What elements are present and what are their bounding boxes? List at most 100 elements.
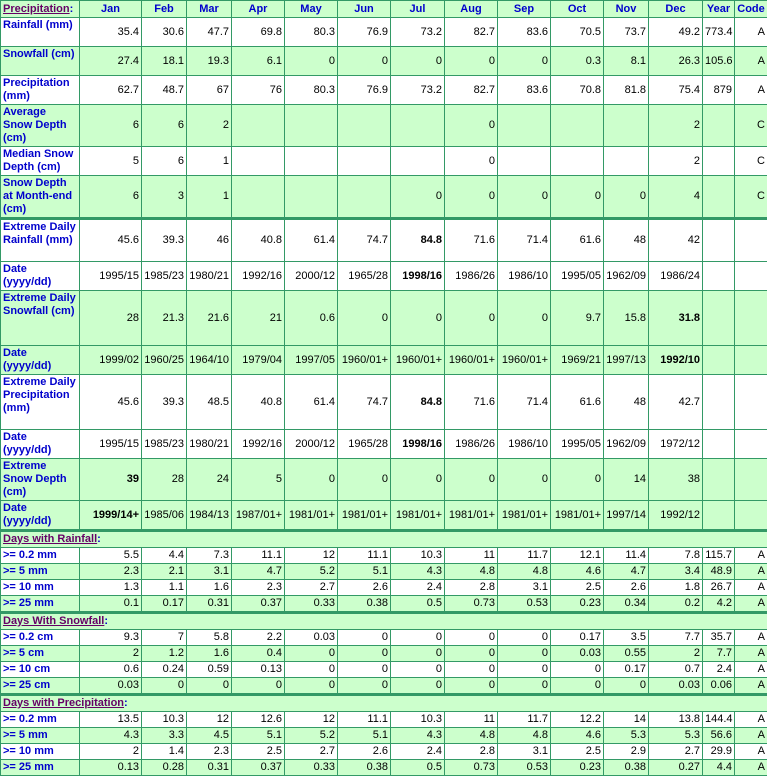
table-cell: 82.7 xyxy=(445,76,498,105)
table-cell: 2 xyxy=(187,105,232,147)
table-cell: A xyxy=(735,630,767,646)
table-cell: 40.8 xyxy=(232,375,285,430)
table-cell: 7.7 xyxy=(703,646,735,662)
table-cell xyxy=(735,291,767,346)
table-cell xyxy=(338,147,391,176)
table-cell: 61.6 xyxy=(551,219,604,262)
table-cell: 6 xyxy=(142,147,187,176)
table-cell: 0.5 xyxy=(391,596,445,613)
table-cell xyxy=(232,105,285,147)
table-cell: 0 xyxy=(445,678,498,695)
table-cell xyxy=(735,459,767,501)
section-title: Days with Precipitation: xyxy=(1,695,767,712)
table-cell: 4.6 xyxy=(551,564,604,580)
table-cell: 4.3 xyxy=(391,728,445,744)
table-cell xyxy=(735,375,767,430)
table-cell: 39 xyxy=(80,459,142,501)
table-cell: 1981/01+ xyxy=(391,501,445,531)
table-cell: 0 xyxy=(338,678,391,695)
table-cell: 1980/21 xyxy=(187,262,232,291)
table-cell: A xyxy=(735,662,767,678)
table-cell: 7.7 xyxy=(649,630,703,646)
table-cell: 67 xyxy=(187,76,232,105)
table-cell: 5.2 xyxy=(285,564,338,580)
table-cell: 80.3 xyxy=(285,76,338,105)
table-cell: 5.8 xyxy=(187,630,232,646)
section-link[interactable]: Days with Precipitation xyxy=(3,697,124,709)
table-cell: 0.33 xyxy=(285,596,338,613)
section-header: Precipitation: xyxy=(1,1,80,18)
table-cell: 0.13 xyxy=(232,662,285,678)
table-cell: 4.3 xyxy=(391,564,445,580)
table-cell: 82.7 xyxy=(445,18,498,47)
table-cell: 28 xyxy=(142,459,187,501)
table-cell: 0.3 xyxy=(551,47,604,76)
column-header-aug: Aug xyxy=(445,1,498,18)
section-link[interactable]: Days with Rainfall xyxy=(3,533,97,545)
column-header-dec: Dec xyxy=(649,1,703,18)
table-cell: A xyxy=(735,744,767,760)
table-cell: 5.5 xyxy=(80,548,142,564)
table-cell: C xyxy=(735,105,767,147)
table-cell: A xyxy=(735,728,767,744)
table-cell: 73.2 xyxy=(391,76,445,105)
table-cell: 2.5 xyxy=(232,744,285,760)
row-label: Extreme Snow Depth (cm) xyxy=(1,459,80,501)
row-label: Extreme Daily Snowfall (cm) xyxy=(1,291,80,346)
table-cell: 30.6 xyxy=(142,18,187,47)
table-cell: 0.6 xyxy=(285,291,338,346)
table-cell: 1960/01+ xyxy=(498,346,551,375)
table-cell: 0 xyxy=(187,678,232,695)
table-cell: A xyxy=(735,564,767,580)
table-cell xyxy=(285,147,338,176)
row-label: Extreme Daily Rainfall (mm) xyxy=(1,219,80,262)
table-cell: 1998/16 xyxy=(391,430,445,459)
table-cell: 0.17 xyxy=(551,630,604,646)
table-cell: 0.5 xyxy=(391,760,445,776)
table-cell: 11.1 xyxy=(338,712,391,728)
table-cell xyxy=(391,147,445,176)
table-cell xyxy=(703,459,735,501)
row-label: >= 25 mm xyxy=(1,596,80,613)
table-cell xyxy=(703,219,735,262)
table-cell xyxy=(703,501,735,531)
table-cell: 70.8 xyxy=(551,76,604,105)
table-cell: 4.6 xyxy=(551,728,604,744)
table-cell: 5.1 xyxy=(232,728,285,744)
table-cell: 0.03 xyxy=(285,630,338,646)
precipitation-link[interactable]: Precipitation xyxy=(3,3,70,15)
row-label: Precipitation (mm) xyxy=(1,76,80,105)
row-label: Rainfall (mm) xyxy=(1,18,80,47)
table-cell: 2.4 xyxy=(391,580,445,596)
table-cell: 5.1 xyxy=(338,728,391,744)
table-cell: 5.3 xyxy=(604,728,649,744)
table-cell: 0 xyxy=(285,678,338,695)
row-label: Date (yyyy/dd) xyxy=(1,346,80,375)
table-cell xyxy=(703,375,735,430)
table-cell: 6.1 xyxy=(232,47,285,76)
table-cell: 39.3 xyxy=(142,219,187,262)
table-cell: 1997/05 xyxy=(285,346,338,375)
table-cell: 1964/10 xyxy=(187,346,232,375)
section-link[interactable]: Days With Snowfall xyxy=(3,615,104,627)
table-cell: 0 xyxy=(445,630,498,646)
table-cell: 5 xyxy=(80,147,142,176)
table-cell xyxy=(735,501,767,531)
table-cell: 0.73 xyxy=(445,596,498,613)
table-cell: 2.3 xyxy=(80,564,142,580)
table-cell: 1.6 xyxy=(187,580,232,596)
table-cell: 24 xyxy=(187,459,232,501)
table-cell xyxy=(703,105,735,147)
table-cell: 0 xyxy=(142,678,187,695)
table-cell: 1985/06 xyxy=(142,501,187,531)
table-cell: 1981/01+ xyxy=(498,501,551,531)
table-cell: 0.03 xyxy=(649,678,703,695)
table-cell: 1981/01+ xyxy=(285,501,338,531)
table-cell: 35.4 xyxy=(80,18,142,47)
